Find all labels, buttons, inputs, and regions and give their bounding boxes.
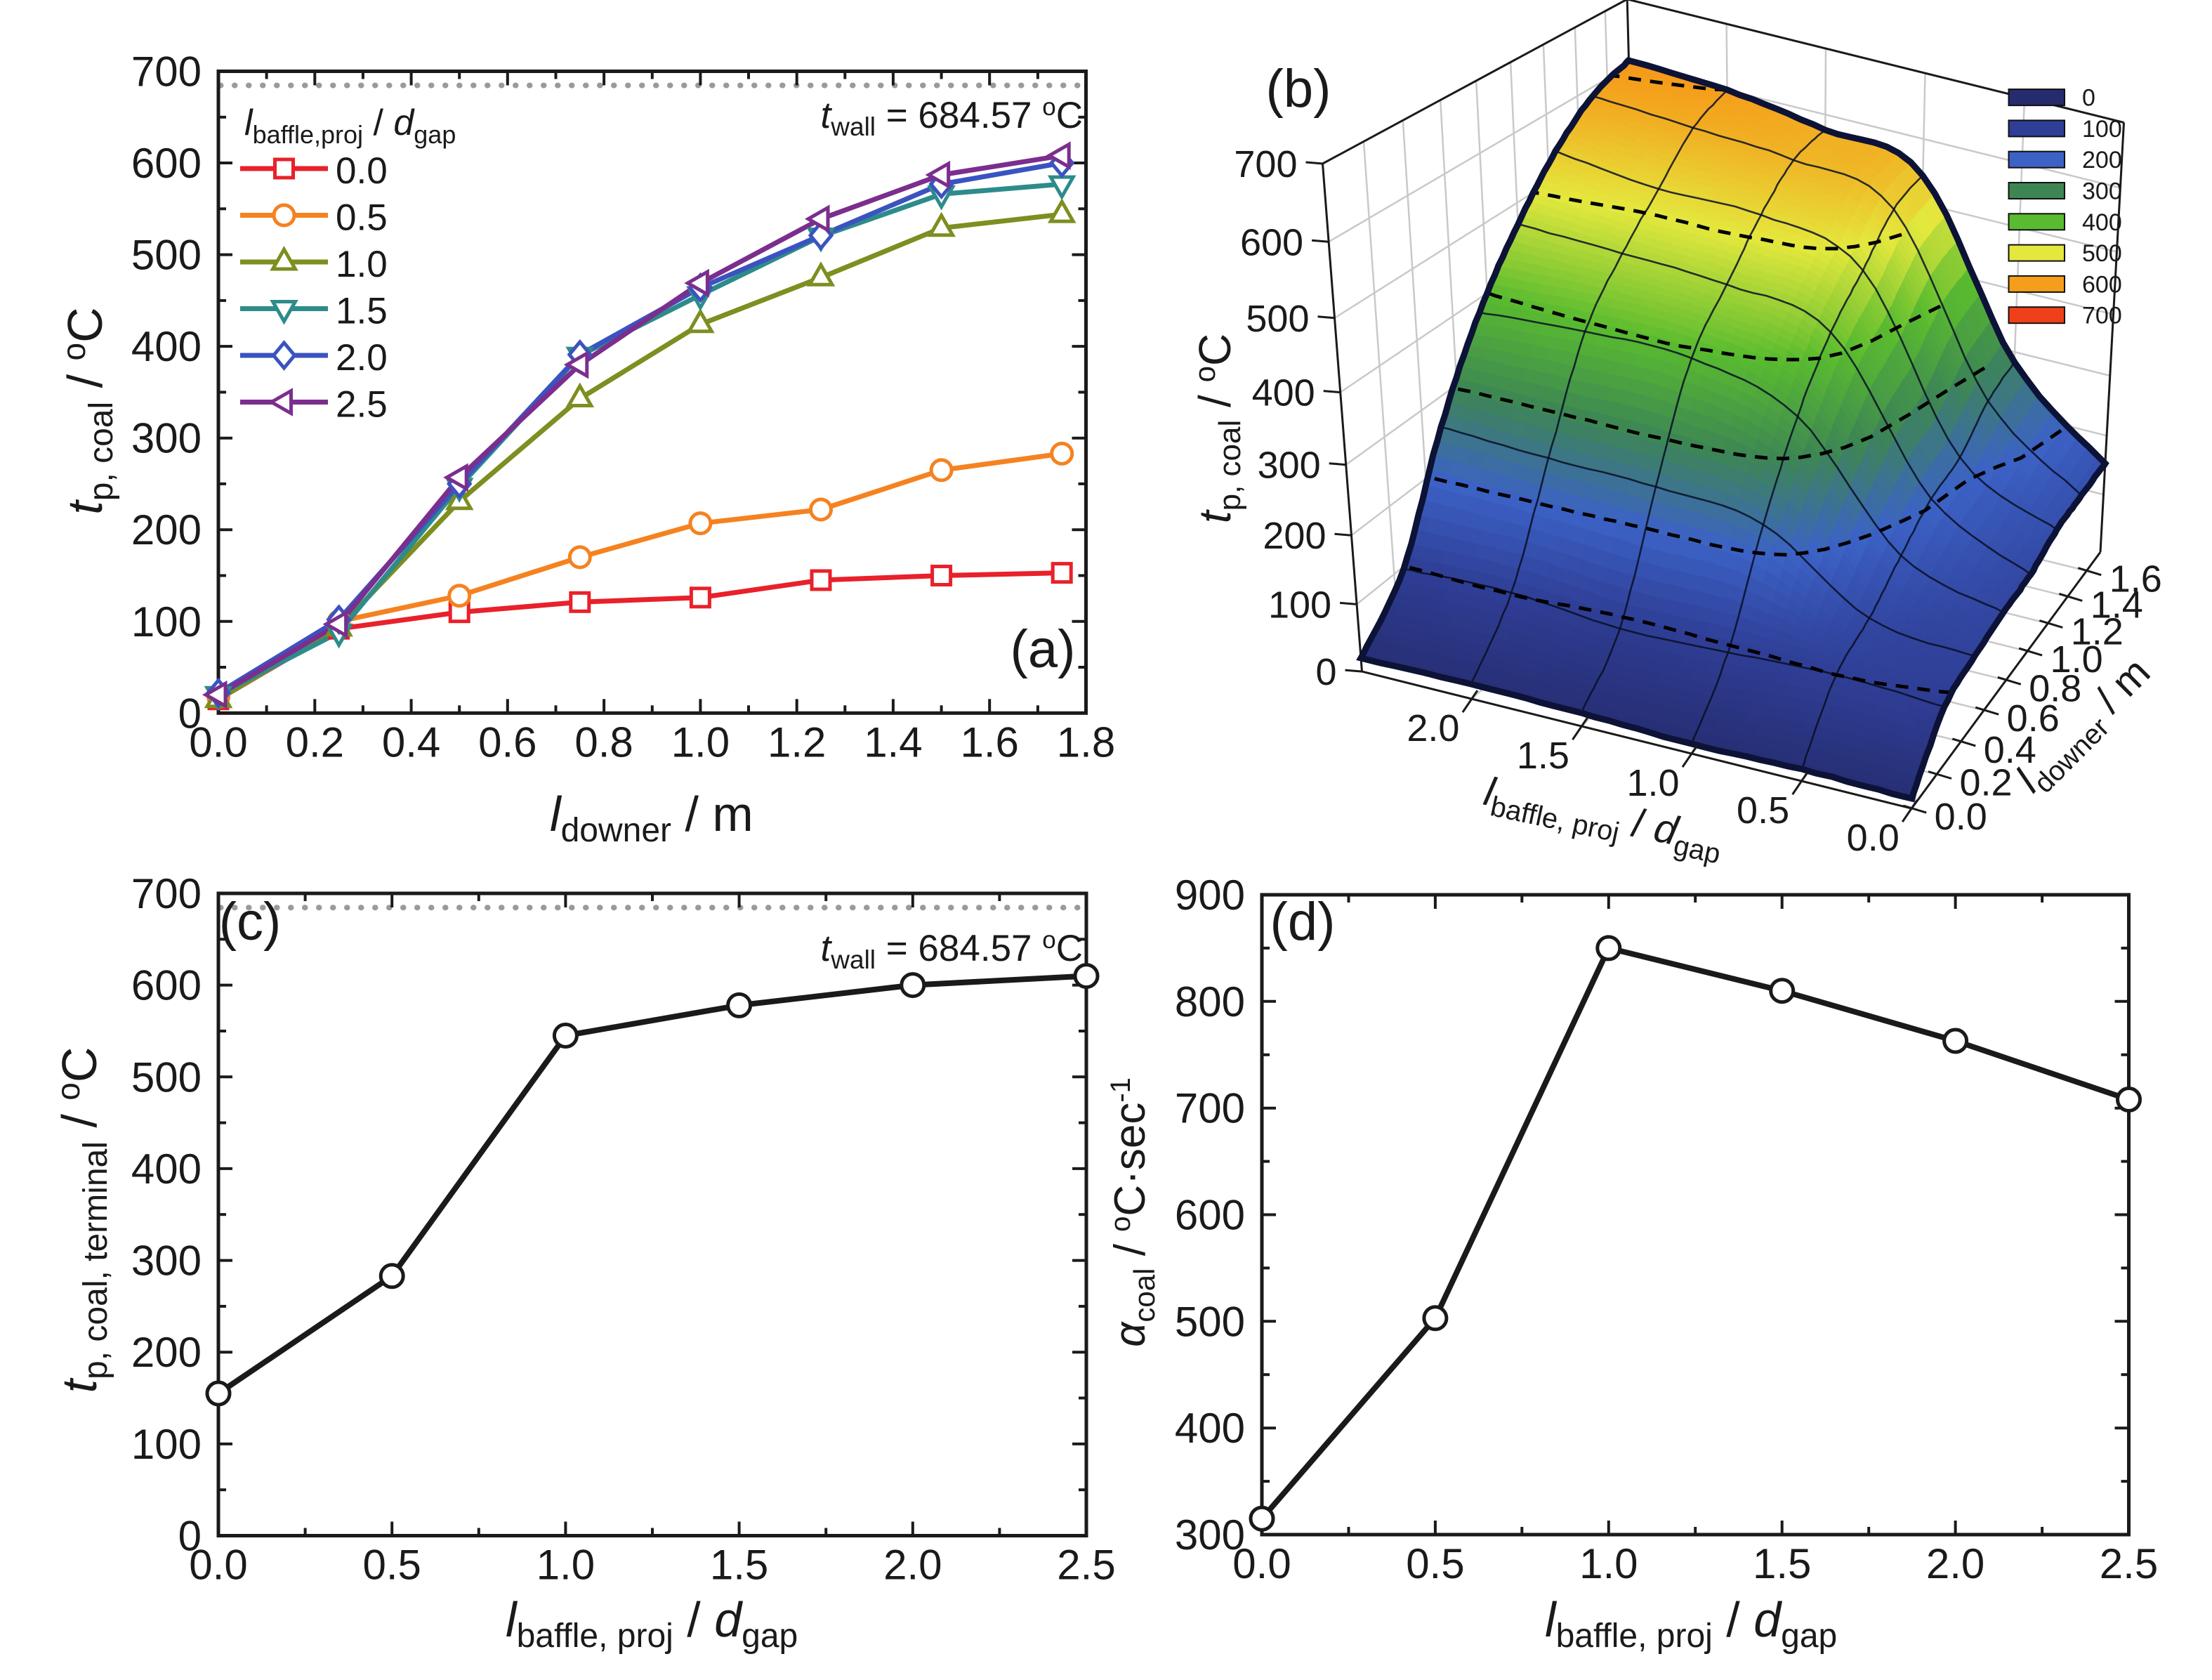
svg-text:400: 400 <box>1252 372 1315 414</box>
svg-text:twall = 684.57 oC: twall = 684.57 oC <box>821 926 1083 974</box>
svg-text:800: 800 <box>1175 978 1245 1025</box>
svg-text:(d): (d) <box>1270 892 1336 952</box>
svg-text:lbaffle, proj / dgap: lbaffle, proj / dgap <box>506 1592 798 1655</box>
svg-text:tp, coal / oC: tp, coal / oC <box>55 307 120 514</box>
svg-text:700: 700 <box>1234 143 1297 185</box>
svg-text:400: 400 <box>131 323 202 370</box>
svg-text:900: 900 <box>1175 872 1245 919</box>
svg-text:2.0: 2.0 <box>883 1542 942 1589</box>
svg-text:600: 600 <box>2082 271 2122 298</box>
svg-text:100: 100 <box>131 1421 202 1468</box>
svg-text:1.5: 1.5 <box>1517 735 1569 777</box>
svg-text:300: 300 <box>131 1238 202 1285</box>
svg-text:500: 500 <box>131 1054 202 1101</box>
svg-text:400: 400 <box>131 1146 202 1193</box>
svg-text:0.5: 0.5 <box>1737 789 1789 832</box>
svg-text:2.0: 2.0 <box>1926 1540 1984 1587</box>
svg-text:500: 500 <box>1175 1298 1245 1345</box>
svg-text:1.4: 1.4 <box>864 718 922 766</box>
svg-text:600: 600 <box>1240 221 1303 263</box>
svg-text:0.5: 0.5 <box>336 197 388 239</box>
svg-text:700: 700 <box>131 48 202 96</box>
svg-text:1.5: 1.5 <box>710 1542 768 1589</box>
svg-text:0.4: 0.4 <box>1984 729 2036 771</box>
svg-text:1.2: 1.2 <box>2071 611 2124 653</box>
svg-text:0: 0 <box>2082 85 2095 112</box>
svg-text:500: 500 <box>2082 240 2122 267</box>
svg-text:1.5: 1.5 <box>336 291 388 332</box>
svg-text:300: 300 <box>2082 178 2122 205</box>
svg-text:2.0: 2.0 <box>1407 707 1459 749</box>
svg-text:600: 600 <box>1175 1192 1245 1239</box>
svg-text:tp, coal, terminal / oC: tp, coal, terminal / oC <box>50 1047 114 1393</box>
svg-text:100: 100 <box>131 598 202 645</box>
svg-text:ldowner / m: ldowner / m <box>550 787 753 849</box>
svg-text:0: 0 <box>178 690 202 737</box>
svg-text:0.0: 0.0 <box>336 150 388 192</box>
svg-text:1.0: 1.0 <box>1626 762 1679 804</box>
svg-text:1.0: 1.0 <box>536 1542 595 1589</box>
svg-text:1.0: 1.0 <box>336 244 388 285</box>
svg-text:1.6: 1.6 <box>2109 558 2162 601</box>
svg-text:100: 100 <box>2082 116 2122 143</box>
svg-text:200: 200 <box>131 1329 202 1376</box>
svg-text:400: 400 <box>1175 1405 1245 1452</box>
svg-text:300: 300 <box>131 415 202 462</box>
svg-text:500: 500 <box>131 232 202 279</box>
svg-text:700: 700 <box>2082 303 2122 329</box>
svg-text:lbaffle,proj / dgap: lbaffle,proj / dgap <box>244 103 456 149</box>
svg-text:1.0: 1.0 <box>1579 1540 1638 1587</box>
svg-text:1.5: 1.5 <box>1753 1540 1811 1587</box>
svg-text:1.6: 1.6 <box>960 718 1018 766</box>
svg-text:αcoal / oC·sec-1: αcoal / oC·sec-1 <box>1105 1077 1161 1347</box>
svg-text:2.5: 2.5 <box>1057 1542 1115 1589</box>
svg-text:300: 300 <box>1175 1511 1245 1558</box>
svg-text:2.5: 2.5 <box>2100 1540 2158 1587</box>
svg-text:200: 200 <box>131 506 202 553</box>
svg-text:300: 300 <box>1258 445 1321 487</box>
svg-text:500: 500 <box>1246 298 1309 340</box>
svg-text:0.5: 0.5 <box>362 1542 421 1589</box>
svg-text:1.0: 1.0 <box>2050 638 2103 681</box>
svg-text:200: 200 <box>2082 147 2122 173</box>
svg-text:0.6: 0.6 <box>2007 697 2060 740</box>
svg-text:700: 700 <box>1175 1085 1245 1132</box>
svg-text:100: 100 <box>1268 584 1331 626</box>
svg-text:0.2: 0.2 <box>286 718 344 766</box>
svg-text:tp, coal / oC: tp, coal / oC <box>1188 334 1247 523</box>
svg-text:0: 0 <box>1315 651 1336 693</box>
svg-text:0.5: 0.5 <box>1406 1540 1464 1587</box>
svg-text:twall = 684.57 oC: twall = 684.57 oC <box>821 93 1083 141</box>
svg-text:600: 600 <box>131 140 202 187</box>
svg-text:2.0: 2.0 <box>336 337 388 379</box>
svg-text:0.0: 0.0 <box>189 1542 247 1589</box>
svg-text:0.0: 0.0 <box>1935 796 1987 838</box>
svg-text:(c): (c) <box>219 892 282 952</box>
svg-text:1.8: 1.8 <box>1057 718 1115 766</box>
svg-text:0.0: 0.0 <box>1847 817 1900 859</box>
svg-text:1.4: 1.4 <box>2091 584 2143 626</box>
svg-text:lbaffle, proj / dgap: lbaffle, proj / dgap <box>1545 1592 1837 1655</box>
svg-text:0: 0 <box>178 1513 202 1560</box>
svg-text:1.2: 1.2 <box>768 718 826 766</box>
svg-text:(a): (a) <box>1010 619 1076 679</box>
svg-text:2.5: 2.5 <box>336 384 388 426</box>
svg-text:600: 600 <box>131 962 202 1009</box>
svg-text:0.8: 0.8 <box>2029 667 2081 709</box>
svg-text:1.0: 1.0 <box>671 718 730 766</box>
svg-text:(b): (b) <box>1266 59 1331 119</box>
svg-text:0.0: 0.0 <box>189 718 247 766</box>
svg-text:0.2: 0.2 <box>1959 762 2012 804</box>
svg-text:0.4: 0.4 <box>382 718 440 766</box>
svg-text:0.8: 0.8 <box>574 718 633 766</box>
svg-text:200: 200 <box>1263 515 1326 557</box>
svg-text:0.0: 0.0 <box>1232 1540 1291 1587</box>
svg-text:0.6: 0.6 <box>478 718 536 766</box>
svg-text:700: 700 <box>131 870 202 917</box>
svg-text:400: 400 <box>2082 209 2122 236</box>
